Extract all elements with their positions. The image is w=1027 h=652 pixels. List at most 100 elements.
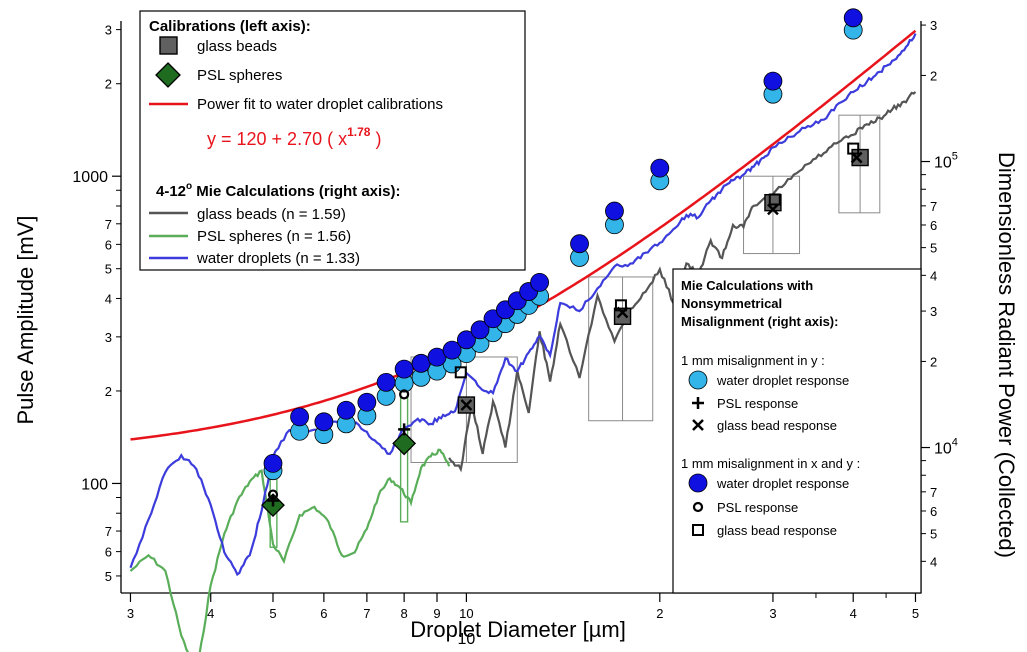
y-left-major-label: 100	[81, 476, 108, 493]
legend-psl-marker	[155, 62, 181, 88]
legend-fit-label: Power fit to water droplet calibrations	[197, 96, 443, 113]
legend-xy-water-marker	[688, 473, 708, 493]
water-xy-misalign-point	[442, 340, 462, 360]
legend-misalign-frame	[672, 268, 922, 594]
glass-y-misalign-point	[850, 151, 863, 164]
water-xy-misalign-point	[376, 372, 396, 392]
water-xy-misalign-point	[314, 412, 334, 432]
y-left-minor-label: 7	[105, 217, 112, 232]
marker-layer	[261, 8, 869, 518]
legend-y-psl-marker	[692, 397, 704, 409]
mie-psl-line	[129, 448, 451, 652]
y-left-minor-label: 6	[105, 237, 112, 252]
water-xy-misalign-point	[394, 359, 414, 379]
y-right-minor-label: 4	[930, 268, 937, 283]
glass-error-box	[588, 276, 654, 422]
y-left-minor-label: 2	[105, 77, 112, 92]
psl-xy-misalign-point	[399, 389, 410, 400]
x-tick-label: 3	[127, 606, 134, 621]
glass-error-box	[743, 175, 801, 255]
legend-mie-title-angle: 4-12	[156, 183, 186, 200]
legend-y-glass-marker	[692, 419, 704, 431]
y-right-minor-label: 7	[930, 485, 937, 500]
glass-error-box	[838, 114, 881, 214]
water-xy-misalign-point	[411, 353, 431, 373]
y-right-major-label: 104	[934, 437, 958, 458]
psl-xy-misalign-point	[267, 489, 279, 500]
x-tick-label: 3	[769, 606, 776, 621]
water-xy-misalign-point	[530, 272, 550, 292]
legend-xy-title: 1 mm misalignment in x and y :	[681, 456, 860, 471]
psl-y-misalign-point	[266, 494, 279, 507]
y-right-minor-label: 2	[930, 68, 937, 83]
x-tick-label: 10	[459, 606, 473, 621]
water-xy-misalign-point	[605, 201, 624, 221]
legend-y-water-label: water droplet response	[716, 373, 849, 388]
mie-water-line	[129, 33, 917, 577]
legend-xy-glass-marker	[692, 524, 704, 536]
y-left-minor-label: 4	[105, 291, 112, 306]
water-xy-misalign-point	[290, 407, 309, 427]
legend-xy-psl-marker	[692, 501, 704, 513]
legend-misalign-title-3: Misalignment (right axis):	[681, 314, 838, 329]
x-tick-label: 2	[656, 606, 663, 621]
legend-mie-title-degree: o	[186, 181, 192, 192]
y-right-minor-label: 5	[930, 527, 937, 542]
water-xy-misalign-point	[570, 234, 589, 254]
glass-xy-misalign-point	[768, 193, 781, 206]
x-tick-label: 8	[401, 606, 408, 621]
y-axis-left-title: Pulse Amplitude [mV]	[13, 215, 38, 424]
glass-xy-misalign-point	[454, 366, 467, 379]
y-right-minor-label: 6	[930, 504, 937, 519]
fit-equation-exponent: 1.78	[347, 125, 371, 139]
x-axis-title: Droplet Diameter [µm]	[410, 617, 626, 642]
glass-y-misalign-point	[767, 203, 779, 216]
legend-y-water-marker	[688, 370, 708, 390]
legend-xy-water-label: water droplet response	[716, 476, 849, 491]
x-tick-label: 4	[207, 606, 214, 621]
fit-equation-base: y = 120 + 2.70 ( x	[207, 129, 347, 149]
legend-main-frame	[139, 10, 526, 271]
y-right-minor-label: 3	[930, 18, 937, 33]
legend-psl-label: PSL spheres	[197, 67, 282, 84]
legend-misalign-title-1: Mie Calculations with	[681, 278, 813, 293]
glass-y-misalign-point	[616, 306, 629, 319]
legend-mie-title-text: Mie Calculations (right axis):	[192, 183, 400, 200]
legend-calib-title: Calibrations (left axis):	[149, 18, 311, 35]
legend-xy-psl-label: PSL response	[717, 500, 798, 515]
axis-layer: 3 4 5 6 7 8 9 10 2 3 4 5 10 100 1000 5 6 7 2 3 4 5 6 7 2 3 104 105 4…	[72, 18, 958, 648]
water-xy-misalign-point	[763, 71, 783, 91]
water-xy-misalign-point	[456, 330, 476, 350]
y-left-minor-label: 6	[105, 545, 112, 560]
psl-y-misalign-point	[398, 423, 411, 436]
y-right-minor-label: 4	[930, 554, 937, 569]
water-xy-misalign-point	[843, 8, 863, 28]
y-left-minor-label: 3	[105, 23, 112, 38]
legend-mie-psl-label: PSL spheres (n = 1.56)	[197, 228, 351, 245]
legend-mie-glass-label: glass beads (n = 1.59)	[197, 206, 346, 223]
glass-y-misalign-point	[460, 399, 473, 411]
x-tick-label: 5	[269, 606, 276, 621]
y-left-minor-label: 2	[105, 384, 112, 399]
y-right-minor-label: 6	[930, 218, 937, 233]
fit-equation-close: )	[370, 129, 381, 149]
legend-misalign-title-2: Nonsymmetrical	[681, 296, 782, 311]
water-xy-misalign-point	[263, 454, 283, 473]
water-xy-misalign-point	[650, 158, 670, 178]
legend-y-title: 1 mm misalignment in y :	[681, 353, 825, 368]
legend-y-psl-label: PSL response	[717, 396, 798, 411]
y-right-minor-label: 5	[930, 241, 937, 256]
water-xy-misalign-point	[470, 320, 490, 340]
legend-glass-marker	[159, 36, 178, 55]
glass-calibration-point	[613, 307, 632, 325]
y-right-major-label: 105	[934, 151, 958, 172]
y-left-minor-label: 3	[105, 330, 112, 345]
legend-misalignment: Mie Calculations with Nonsymmetrical Mis…	[672, 268, 922, 594]
y-left-minor-label: 5	[105, 262, 112, 277]
x-decade-label: 10	[458, 631, 476, 648]
y-axis-right-title: Dimensionless Radiant Power (Collected)	[994, 152, 1019, 558]
x-tick-label: 9	[433, 606, 440, 621]
glass-calibration-point	[851, 148, 869, 167]
legend-y-glass-label: glass bead response	[717, 418, 837, 433]
